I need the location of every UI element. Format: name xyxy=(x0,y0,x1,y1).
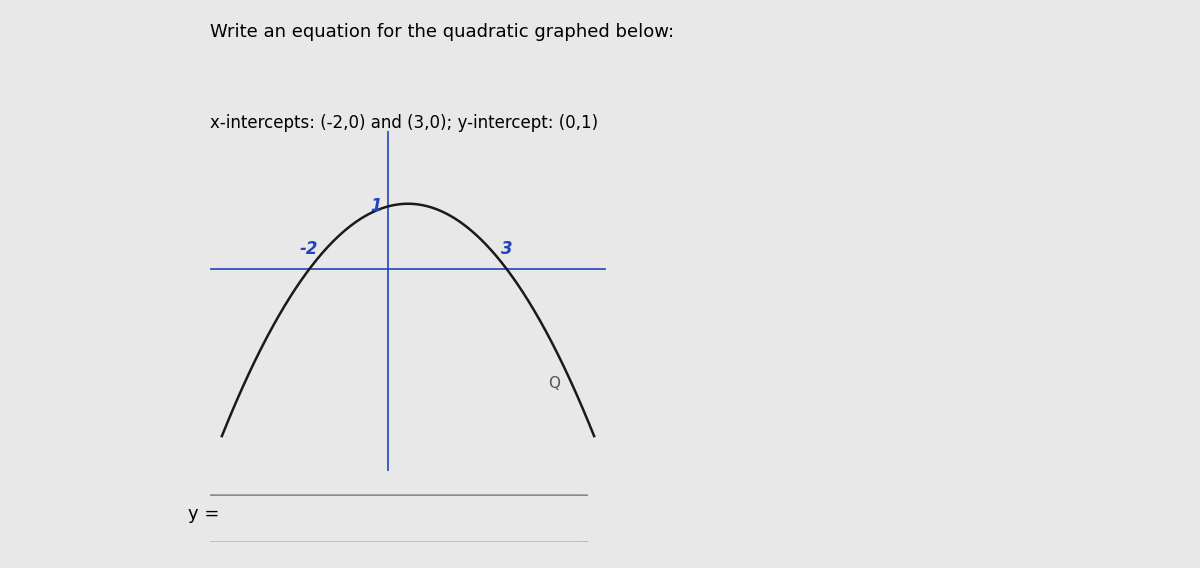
Text: -2: -2 xyxy=(300,240,318,258)
Text: Q: Q xyxy=(548,375,560,391)
Text: y =: y = xyxy=(188,505,220,523)
Text: Write an equation for the quadratic graphed below:: Write an equation for the quadratic grap… xyxy=(210,23,674,41)
Text: x-intercepts: (-2,0) and (3,0); y-intercept: (0,1): x-intercepts: (-2,0) and (3,0); y-interc… xyxy=(210,114,598,132)
Text: 1: 1 xyxy=(371,197,383,215)
FancyBboxPatch shape xyxy=(194,495,599,542)
Text: 3: 3 xyxy=(502,240,512,258)
